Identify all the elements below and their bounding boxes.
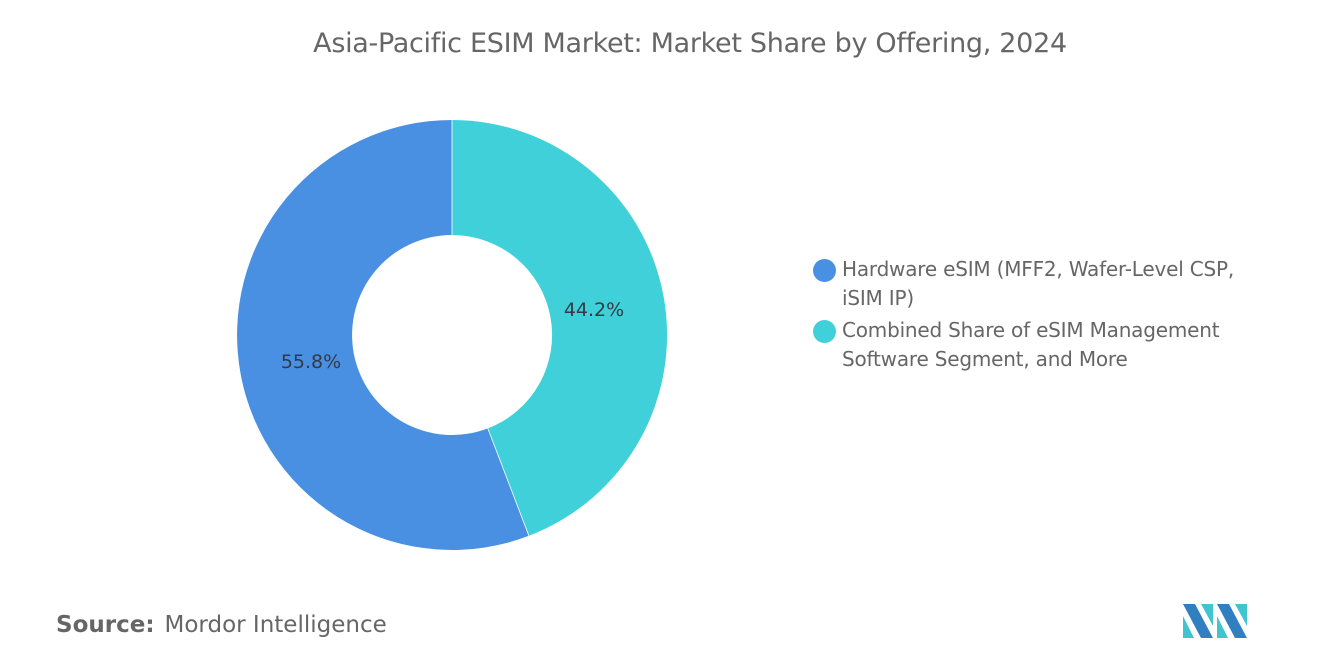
legend-item-hardware[interactable]: Hardware eSIM (MFF2, Wafer-Level CSP, iS… bbox=[813, 255, 1273, 313]
legend: Hardware eSIM (MFF2, Wafer-Level CSP, iS… bbox=[813, 255, 1273, 377]
legend-item-software[interactable]: Combined Share of eSIM Management Softwa… bbox=[813, 316, 1273, 374]
source-name: Mordor Intelligence bbox=[164, 612, 387, 638]
label-software: 44.2% bbox=[564, 299, 624, 321]
source-note: Source: Mordor Intelligence bbox=[56, 612, 387, 638]
legend-label: Hardware eSIM (MFF2, Wafer-Level CSP, iS… bbox=[842, 257, 1235, 310]
chart-title: Asia-Pacific ESIM Market: Market Share b… bbox=[313, 28, 1067, 59]
slice-software[interactable] bbox=[452, 119, 668, 536]
mordor-intelligence-logo-icon bbox=[1183, 604, 1249, 638]
legend-swatch-hardware-icon bbox=[813, 259, 836, 282]
legend-label: Combined Share of eSIM Management Softwa… bbox=[842, 318, 1220, 371]
legend-swatch-software-icon bbox=[813, 320, 836, 343]
slice-hardware[interactable] bbox=[237, 120, 529, 551]
label-hardware: 55.8% bbox=[281, 351, 341, 373]
slice-divider bbox=[487, 428, 530, 536]
source-prefix: Source: bbox=[56, 612, 155, 638]
